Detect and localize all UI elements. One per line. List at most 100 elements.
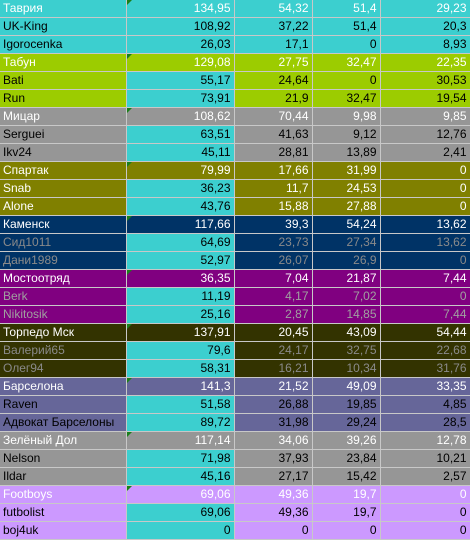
player-value-cell[interactable]: 2,87	[234, 305, 313, 324]
team-value-cell[interactable]: 70,44	[234, 107, 313, 126]
player-value-cell[interactable]: 45,16	[126, 467, 235, 486]
team-value-cell[interactable]: 39,26	[312, 431, 381, 450]
player-value-cell[interactable]: 15,42	[312, 467, 381, 486]
team-name-cell[interactable]: Мицар	[0, 107, 127, 126]
player-value-cell[interactable]: 31,76	[380, 359, 470, 378]
team-value-cell[interactable]: 29,23	[380, 0, 470, 18]
team-value-cell[interactable]: 17,66	[234, 161, 313, 180]
player-value-cell[interactable]: 14,85	[312, 305, 381, 324]
player-name-cell[interactable]: Олег94	[0, 359, 127, 378]
player-name-cell[interactable]: Адвокат Барселоны	[0, 413, 127, 432]
player-name-cell[interactable]: Сид1011	[0, 233, 127, 252]
player-value-cell[interactable]: 51,4	[312, 17, 381, 36]
player-name-cell[interactable]: Igorocenka	[0, 35, 127, 54]
team-value-cell[interactable]: 79,99	[126, 161, 235, 180]
player-value-cell[interactable]: 32,75	[312, 341, 381, 360]
player-value-cell[interactable]: 30,53	[380, 71, 470, 90]
player-value-cell[interactable]: 24,17	[234, 341, 313, 360]
player-value-cell[interactable]: 21,9	[234, 89, 313, 108]
player-value-cell[interactable]: 17,1	[234, 35, 313, 54]
team-value-cell[interactable]: 0	[380, 485, 470, 504]
player-value-cell[interactable]: 10,34	[312, 359, 381, 378]
team-value-cell[interactable]: 54,32	[234, 0, 313, 18]
player-value-cell[interactable]: 10,21	[380, 449, 470, 468]
team-value-cell[interactable]: 34,06	[234, 431, 313, 450]
player-name-cell[interactable]: Ikv24	[0, 143, 127, 162]
player-value-cell[interactable]: 0	[380, 179, 470, 198]
player-name-cell[interactable]: Alone	[0, 197, 127, 216]
player-value-cell[interactable]: 22,68	[380, 341, 470, 360]
player-value-cell[interactable]: 13,62	[380, 233, 470, 252]
team-value-cell[interactable]: 33,35	[380, 377, 470, 396]
team-value-cell[interactable]: 141,3	[126, 377, 235, 396]
team-value-cell[interactable]: 137,91	[126, 323, 235, 342]
player-value-cell[interactable]: 9,12	[312, 125, 381, 144]
player-value-cell[interactable]: 19,7	[312, 503, 381, 522]
team-value-cell[interactable]: 27,75	[234, 53, 313, 72]
player-name-cell[interactable]: Bati	[0, 71, 127, 90]
team-value-cell[interactable]: 49,36	[234, 485, 313, 504]
team-value-cell[interactable]: 31,99	[312, 161, 381, 180]
player-value-cell[interactable]: 51,58	[126, 395, 235, 414]
team-name-cell[interactable]: Табун	[0, 53, 127, 72]
player-name-cell[interactable]: boj4uk	[0, 521, 127, 540]
player-value-cell[interactable]: 28,81	[234, 143, 313, 162]
team-value-cell[interactable]: 32,47	[312, 53, 381, 72]
player-value-cell[interactable]: 55,17	[126, 71, 235, 90]
player-value-cell[interactable]: 37,22	[234, 17, 313, 36]
player-value-cell[interactable]: 41,63	[234, 125, 313, 144]
player-value-cell[interactable]: 2,57	[380, 467, 470, 486]
team-value-cell[interactable]: 20,45	[234, 323, 313, 342]
team-name-cell[interactable]: Таврия	[0, 0, 127, 18]
player-name-cell[interactable]: Raven	[0, 395, 127, 414]
player-value-cell[interactable]: 0	[312, 521, 381, 540]
player-value-cell[interactable]: 23,73	[234, 233, 313, 252]
team-value-cell[interactable]: 54,24	[312, 215, 381, 234]
player-value-cell[interactable]: 79,6	[126, 341, 235, 360]
player-value-cell[interactable]: 0	[312, 71, 381, 90]
player-value-cell[interactable]: 0	[380, 197, 470, 216]
team-value-cell[interactable]: 36,35	[126, 269, 235, 288]
player-value-cell[interactable]: 11,7	[234, 179, 313, 198]
team-name-cell[interactable]: Footboys	[0, 485, 127, 504]
player-value-cell[interactable]: 63,51	[126, 125, 235, 144]
player-value-cell[interactable]: 108,92	[126, 17, 235, 36]
player-value-cell[interactable]: 26,88	[234, 395, 313, 414]
team-value-cell[interactable]: 19,7	[312, 485, 381, 504]
team-value-cell[interactable]: 117,66	[126, 215, 235, 234]
team-value-cell[interactable]: 9,98	[312, 107, 381, 126]
team-value-cell[interactable]: 51,4	[312, 0, 381, 18]
player-name-cell[interactable]: Ildar	[0, 467, 127, 486]
player-value-cell[interactable]: 25,16	[126, 305, 235, 324]
team-value-cell[interactable]: 129,08	[126, 53, 235, 72]
player-value-cell[interactable]: 15,88	[234, 197, 313, 216]
team-value-cell[interactable]: 54,44	[380, 323, 470, 342]
player-value-cell[interactable]: 0	[234, 521, 313, 540]
player-name-cell[interactable]: futbolist	[0, 503, 127, 522]
player-name-cell[interactable]: Валерий65	[0, 341, 127, 360]
player-value-cell[interactable]: 4,17	[234, 287, 313, 306]
team-value-cell[interactable]: 21,87	[312, 269, 381, 288]
player-name-cell[interactable]: Nelson	[0, 449, 127, 468]
player-value-cell[interactable]: 19,54	[380, 89, 470, 108]
player-value-cell[interactable]: 58,31	[126, 359, 235, 378]
team-name-cell[interactable]: Барселона	[0, 377, 127, 396]
player-value-cell[interactable]: 64,69	[126, 233, 235, 252]
player-value-cell[interactable]: 20,3	[380, 17, 470, 36]
team-value-cell[interactable]: 9,85	[380, 107, 470, 126]
player-name-cell[interactable]: Run	[0, 89, 127, 108]
player-value-cell[interactable]: 27,34	[312, 233, 381, 252]
player-value-cell[interactable]: 23,84	[312, 449, 381, 468]
player-value-cell[interactable]: 27,17	[234, 467, 313, 486]
player-value-cell[interactable]: 31,98	[234, 413, 313, 432]
player-value-cell[interactable]: 13,89	[312, 143, 381, 162]
player-value-cell[interactable]: 69,06	[126, 503, 235, 522]
team-value-cell[interactable]: 22,35	[380, 53, 470, 72]
player-value-cell[interactable]: 7,02	[312, 287, 381, 306]
player-value-cell[interactable]: 19,85	[312, 395, 381, 414]
player-value-cell[interactable]: 8,93	[380, 35, 470, 54]
team-value-cell[interactable]: 69,06	[126, 485, 235, 504]
team-name-cell[interactable]: Спартак	[0, 161, 127, 180]
player-value-cell[interactable]: 16,21	[234, 359, 313, 378]
player-value-cell[interactable]: 43,76	[126, 197, 235, 216]
